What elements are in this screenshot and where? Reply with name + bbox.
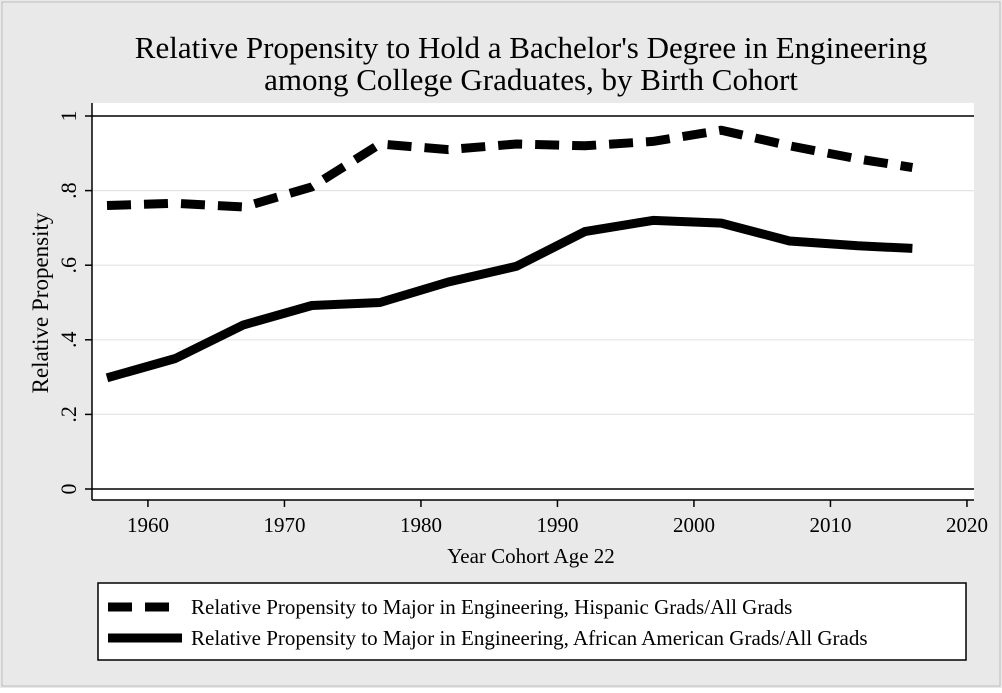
series-lines	[105, 125, 914, 383]
gridlines	[92, 115, 974, 490]
legend: Relative Propensity to Major in Engineer…	[97, 582, 967, 661]
y-tick-label-1: .2	[56, 406, 81, 423]
y-tick-label-3: .6	[56, 257, 81, 274]
series-line-hispanic	[106, 125, 914, 212]
legend-label-hispanic: Relative Propensity to Major in Engineer…	[191, 595, 792, 619]
legend-label-african-american: Relative Propensity to Major in Engineer…	[191, 626, 868, 650]
axes: 0 .2 .4 .6 .8 1 1960 1970 1980 1990 2000 2010 2020	[56, 103, 988, 537]
x-tick-label-5: 2010	[809, 513, 851, 537]
chart-subtitle: among College Graduates, by Birth Cohort	[264, 62, 798, 97]
chart-title: Relative Propensity to Hold a Bachelor's…	[135, 30, 927, 65]
x-tick-label-6: 2020	[946, 513, 988, 537]
y-tick-label-2: .4	[56, 332, 81, 349]
series-line-african-american	[105, 215, 913, 383]
y-axis-label: Relative Propensity	[28, 212, 53, 393]
x-axis-label: Year Cohort Age 22	[447, 544, 615, 568]
y-tick-label-4: .8	[56, 182, 81, 199]
x-tick-label-1: 1970	[263, 513, 305, 537]
x-tick-label-2: 1980	[400, 513, 442, 537]
x-tick-label-0: 1960	[127, 513, 169, 537]
y-tick-label-5: 1	[56, 111, 81, 122]
x-tick-label-3: 1990	[536, 513, 578, 537]
plot-area	[92, 103, 974, 500]
y-tick-label-0: 0	[56, 484, 81, 495]
legend-box	[97, 582, 967, 661]
x-tick-label-4: 2000	[673, 513, 715, 537]
